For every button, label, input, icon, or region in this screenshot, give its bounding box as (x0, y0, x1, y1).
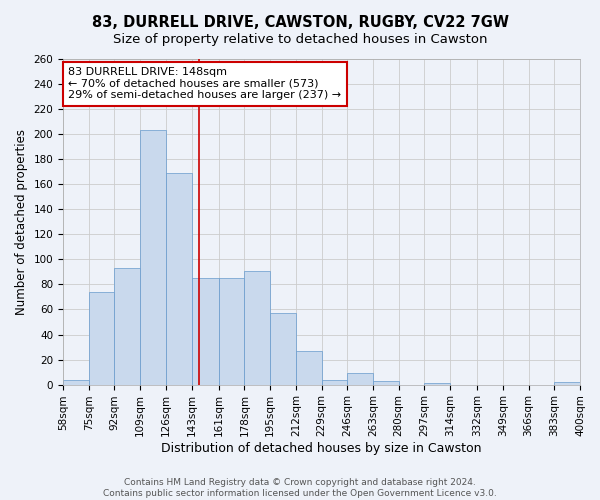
Y-axis label: Number of detached properties: Number of detached properties (15, 129, 28, 315)
Bar (89, 292, 115, 384)
Bar (322, 380, 347, 384)
Bar (115, 268, 140, 384)
Bar (140, 130, 166, 384)
Bar (166, 173, 191, 384)
X-axis label: Distribution of detached houses by size in Cawston: Distribution of detached houses by size … (161, 442, 482, 455)
Bar (554, 382, 580, 384)
Text: 83, DURRELL DRIVE, CAWSTON, RUGBY, CV22 7GW: 83, DURRELL DRIVE, CAWSTON, RUGBY, CV22 … (91, 15, 509, 30)
Bar (373, 381, 398, 384)
Bar (244, 270, 270, 384)
Bar (347, 374, 373, 384)
Text: Size of property relative to detached houses in Cawston: Size of property relative to detached ho… (113, 32, 487, 46)
Bar (63, 380, 89, 384)
Bar (296, 351, 322, 384)
Bar (191, 278, 219, 384)
Text: Contains HM Land Registry data © Crown copyright and database right 2024.
Contai: Contains HM Land Registry data © Crown c… (103, 478, 497, 498)
Bar (270, 313, 296, 384)
Bar (219, 278, 244, 384)
Text: 83 DURRELL DRIVE: 148sqm
← 70% of detached houses are smaller (573)
29% of semi-: 83 DURRELL DRIVE: 148sqm ← 70% of detach… (68, 67, 341, 100)
